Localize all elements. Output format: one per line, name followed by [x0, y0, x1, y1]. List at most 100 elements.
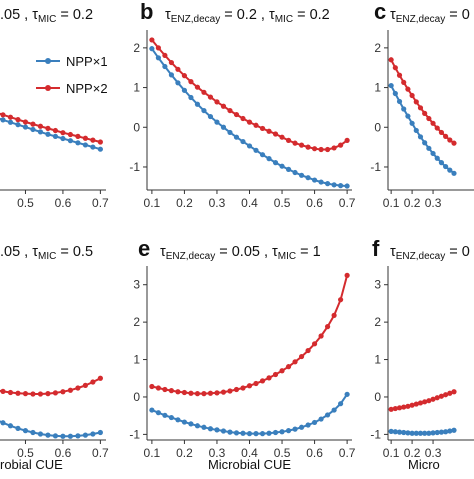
data-point-npp1 [434, 429, 440, 436]
data-point-npp2 [396, 72, 403, 78]
data-point-npp1 [37, 129, 44, 135]
data-point-npp1 [67, 138, 74, 144]
legend-marker [45, 85, 51, 91]
data-point-npp1 [188, 421, 194, 427]
data-point-npp1 [417, 134, 424, 140]
data-point-npp2 [37, 391, 44, 397]
data-point-npp1 [443, 429, 449, 435]
data-point-npp1 [60, 135, 66, 142]
data-point-npp1 [22, 124, 29, 130]
data-point-npp2 [392, 65, 398, 71]
data-point-npp1 [422, 430, 428, 436]
data-point-npp1 [324, 181, 331, 187]
data-point-npp2 [214, 99, 220, 105]
data-point-npp2 [413, 401, 419, 407]
data-point-npp2 [227, 388, 233, 394]
data-point-npp2 [401, 79, 407, 86]
panel-letter: c [374, 0, 386, 24]
data-point-npp1 [201, 107, 207, 114]
series-group [388, 57, 457, 176]
data-point-npp1 [298, 424, 305, 430]
data-point-npp2 [52, 390, 59, 396]
data-point-npp1 [331, 407, 337, 413]
data-point-npp2 [279, 368, 285, 374]
data-point-npp2 [447, 137, 453, 143]
data-point-npp1 [227, 429, 233, 435]
data-point-npp1 [214, 119, 220, 125]
legend-label: NPP×2 [66, 81, 108, 96]
data-point-npp2 [22, 391, 29, 397]
panel-title: .05 , τMIC = 0.5 [0, 244, 93, 262]
x-tick-label: 0.3 [425, 196, 442, 210]
y-tick-label: 0 [374, 120, 381, 134]
data-point-npp1 [162, 63, 168, 70]
data-point-npp1 [344, 183, 350, 189]
data-point-npp2 [417, 105, 424, 111]
data-point-npp1 [220, 124, 227, 130]
title-text: , τ [257, 7, 275, 23]
data-point-npp1 [266, 156, 272, 162]
data-point-npp2 [443, 133, 449, 140]
data-point-npp1 [194, 423, 201, 429]
data-point-npp1 [451, 427, 457, 433]
data-point-npp2 [430, 396, 436, 402]
panel-c: 0.1 0.2 0.3 -1 0 1 2 c τENZ,decay = 0 [370, 0, 474, 210]
data-point-npp2 [292, 140, 298, 146]
data-point-npp2 [60, 389, 66, 395]
data-point-npp1 [207, 426, 214, 432]
data-point-npp1 [409, 120, 415, 126]
data-point-npp2 [331, 312, 337, 318]
x-tick-label: 0.6 [55, 446, 72, 460]
data-point-npp1 [434, 155, 440, 161]
data-point-npp2 [97, 375, 103, 381]
y-tick-label: 0 [133, 390, 140, 404]
data-point-npp1 [413, 430, 419, 436]
data-point-npp1 [149, 46, 155, 52]
title-text: = 0 [445, 244, 470, 260]
data-point-npp1 [7, 423, 14, 429]
data-point-npp2 [233, 111, 240, 118]
data-point-npp1 [253, 147, 259, 153]
data-point-npp2 [207, 94, 214, 100]
data-point-npp1 [338, 183, 344, 189]
data-point-npp1 [447, 428, 453, 434]
data-point-npp1 [266, 430, 272, 436]
x-tick-label: 0.6 [306, 446, 323, 460]
data-point-npp1 [175, 80, 181, 86]
y-tick-label: 2 [133, 41, 140, 55]
data-point-npp2 [426, 115, 432, 122]
data-point-npp1 [430, 430, 436, 436]
data-point-npp1 [279, 429, 285, 435]
title-text: τ [390, 7, 396, 23]
y-tick-label: 1 [374, 81, 381, 95]
data-point-npp2 [285, 137, 292, 143]
data-point-npp1 [90, 144, 96, 150]
data-point-npp2 [438, 129, 445, 136]
data-point-npp1 [149, 407, 155, 413]
data-point-npp2 [168, 388, 175, 394]
data-point-npp2 [388, 57, 394, 63]
data-point-npp1 [298, 172, 305, 178]
data-point-npp1 [311, 177, 318, 183]
data-point-npp2 [162, 386, 168, 393]
x-tick-label: 0.3 [209, 446, 226, 460]
data-point-npp1 [30, 429, 36, 436]
data-point-npp1 [259, 152, 266, 158]
data-point-npp1 [311, 419, 318, 426]
data-point-npp2 [97, 139, 103, 145]
data-point-npp1 [331, 182, 337, 188]
panel-title: .05 , τMIC = 0.2 [0, 7, 93, 25]
x-tick-label: 0.3 [425, 446, 442, 460]
y-tick-label: 2 [133, 315, 140, 329]
data-point-npp1 [401, 106, 407, 112]
data-point-npp1 [396, 98, 403, 105]
data-point-npp1 [90, 431, 96, 437]
data-point-npp2 [422, 110, 428, 116]
y-tick-label: -1 [129, 160, 140, 174]
y-tick-label: 2 [374, 315, 381, 329]
panel-letter: b [140, 0, 153, 24]
data-point-npp1 [285, 166, 292, 172]
data-point-npp1 [272, 429, 279, 436]
data-point-npp2 [338, 297, 344, 303]
data-point-npp1 [82, 142, 88, 148]
